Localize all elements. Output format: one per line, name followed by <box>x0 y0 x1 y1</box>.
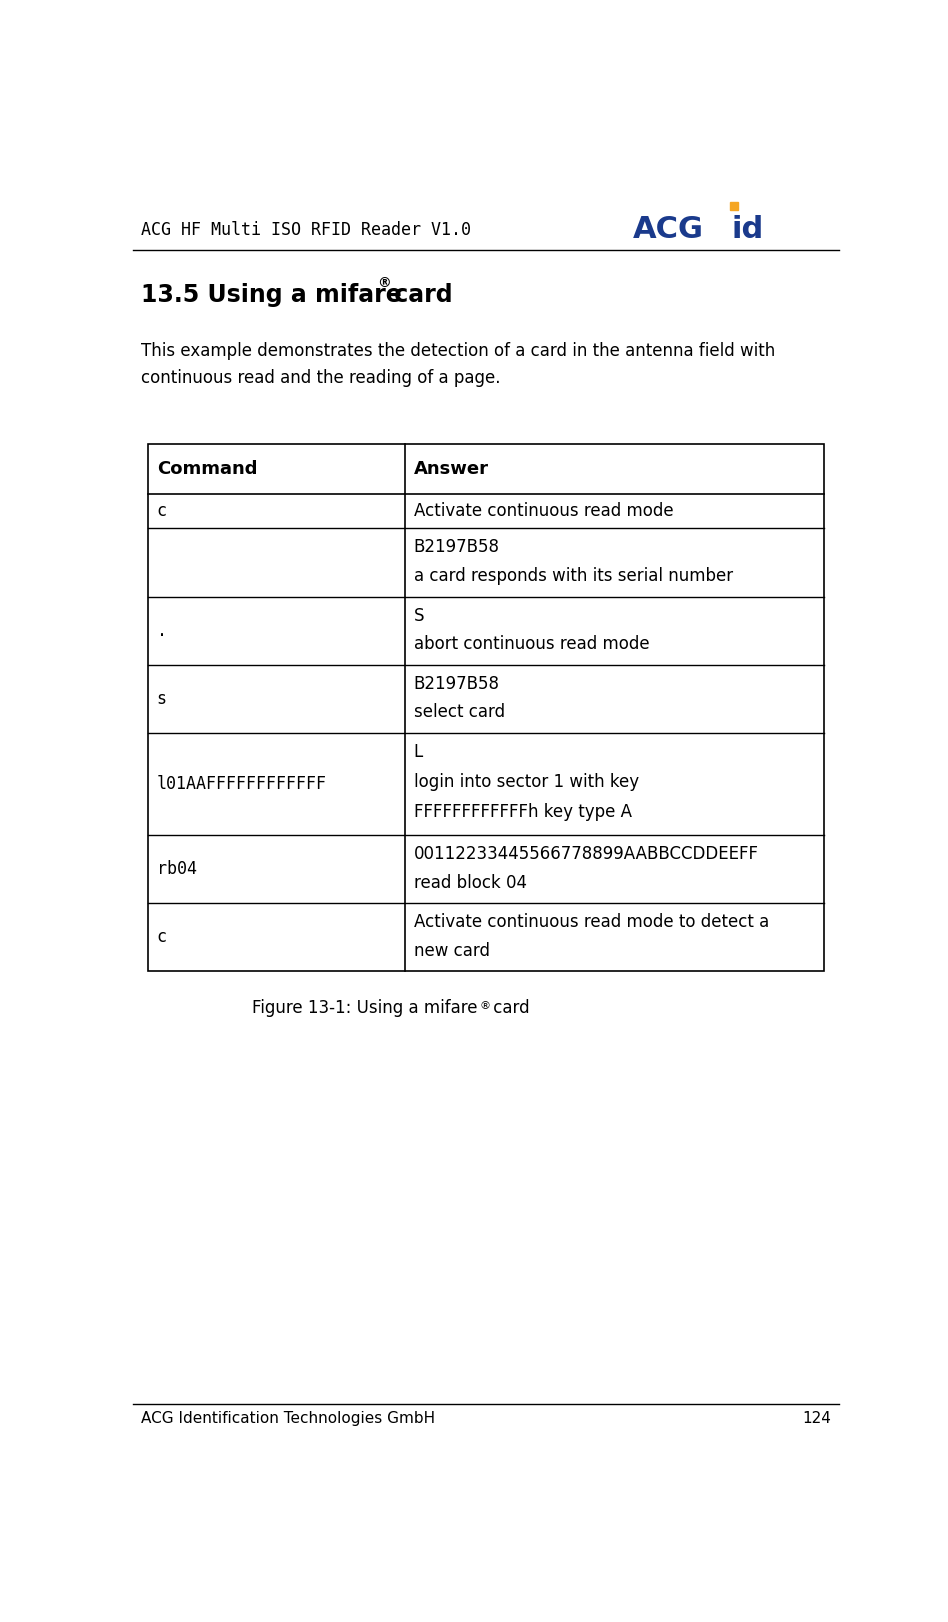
Text: This example demonstrates the detection of a card in the antenna field with: This example demonstrates the detection … <box>140 342 775 360</box>
Text: l01AAFFFFFFFFFFFF: l01AAFFFFFFFFFFFF <box>156 775 327 793</box>
Text: Answer: Answer <box>413 461 488 478</box>
Text: c: c <box>156 928 167 946</box>
Text: card: card <box>488 999 530 1017</box>
Text: B2197B58: B2197B58 <box>413 675 500 693</box>
Text: read block 04: read block 04 <box>413 874 526 892</box>
Text: Activate continuous read mode to detect a: Activate continuous read mode to detect … <box>413 913 769 931</box>
Text: L: L <box>413 743 423 761</box>
Text: ACG: ACG <box>632 216 703 243</box>
Text: ®: ® <box>377 276 391 290</box>
Text: B2197B58: B2197B58 <box>413 539 500 556</box>
Text: a card responds with its serial number: a card responds with its serial number <box>413 566 733 586</box>
Text: S: S <box>413 607 424 624</box>
Text: new card: new card <box>413 942 489 960</box>
Text: FFFFFFFFFFFFh key type A: FFFFFFFFFFFFh key type A <box>413 803 631 821</box>
Text: Figure 13-1: Using a mifare: Figure 13-1: Using a mifare <box>252 999 478 1017</box>
Bar <box>148 444 824 972</box>
Text: id: id <box>732 216 764 243</box>
Text: rb04: rb04 <box>156 860 196 878</box>
Text: .: . <box>156 621 167 639</box>
Text: card: card <box>386 282 452 307</box>
Text: ®: ® <box>480 1001 490 1012</box>
Text: ACG Identification Technologies GmbH: ACG Identification Technologies GmbH <box>140 1411 435 1426</box>
Text: 00112233445566778899AABBCCDDEEFF: 00112233445566778899AABBCCDDEEFF <box>413 845 758 863</box>
Text: select card: select card <box>413 704 504 722</box>
Text: ACG HF Multi ISO RFID Reader V1.0: ACG HF Multi ISO RFID Reader V1.0 <box>140 221 470 238</box>
Text: s: s <box>156 689 167 707</box>
Text: c: c <box>156 503 167 521</box>
Text: abort continuous read mode: abort continuous read mode <box>413 634 649 654</box>
Text: Activate continuous read mode: Activate continuous read mode <box>413 503 673 521</box>
Text: 124: 124 <box>802 1411 831 1426</box>
Text: continuous read and the reading of a page.: continuous read and the reading of a pag… <box>140 370 500 388</box>
Text: 13.5 Using a mifare: 13.5 Using a mifare <box>140 282 401 307</box>
Text: Command: Command <box>156 461 257 478</box>
Text: login into sector 1 with key: login into sector 1 with key <box>413 774 639 792</box>
